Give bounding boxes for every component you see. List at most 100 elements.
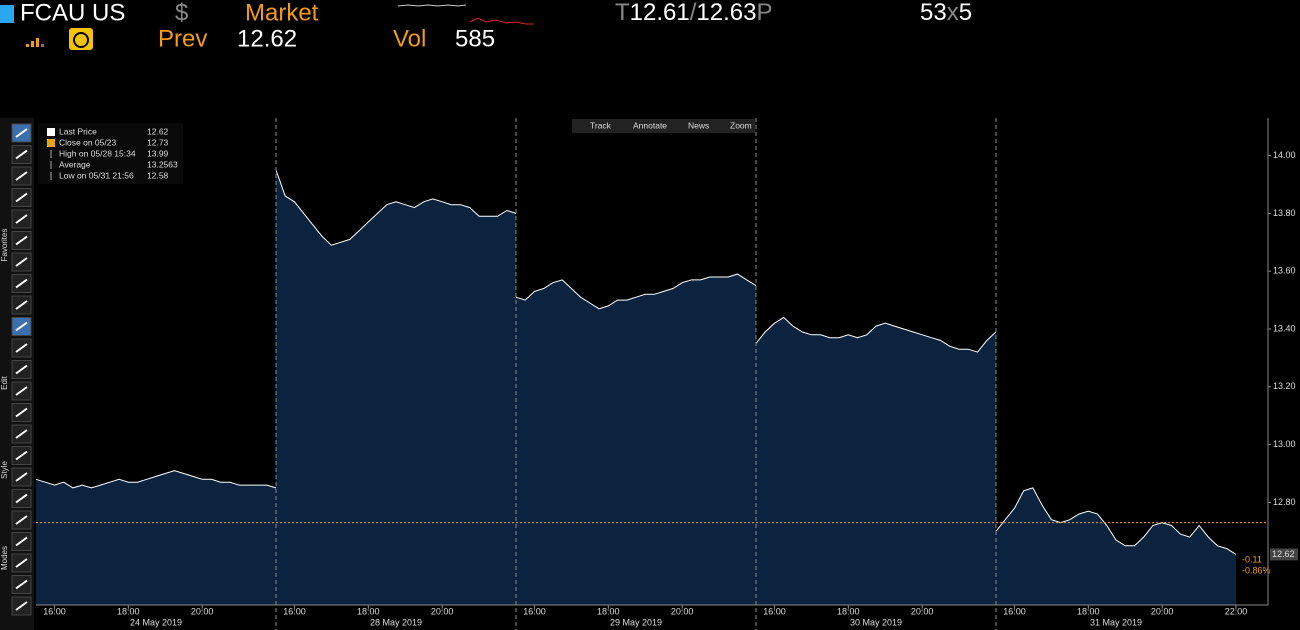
- legend-swatch: [47, 128, 55, 136]
- tool-glyph: [15, 149, 28, 160]
- area: [516, 274, 756, 605]
- y-tick-label: 13.20: [1273, 381, 1296, 391]
- toolbar-button[interactable]: News: [688, 120, 709, 130]
- y-tick-label: 13.80: [1273, 208, 1296, 218]
- side-group-label: Style: [0, 461, 9, 479]
- x-tick-label: 20:00: [191, 606, 214, 616]
- tool-glyph: [15, 450, 28, 461]
- tool-glyph: [15, 235, 28, 246]
- vol-label: Vol: [393, 25, 426, 52]
- prev: 12.62: [237, 25, 297, 52]
- x-tick-label: 16:00: [43, 606, 66, 616]
- y-tick-label: 13.60: [1273, 266, 1296, 276]
- ask-size: 5: [959, 0, 972, 26]
- tool-glyph: [15, 300, 28, 310]
- legend-swatch: [47, 139, 55, 147]
- tool-glyph: [15, 536, 28, 547]
- x-tick-label: 20:00: [911, 606, 934, 616]
- date-label: 28 May 2019: [370, 617, 422, 627]
- toolbar-button[interactable]: Zoom: [730, 120, 752, 130]
- last-price-label: 12.62: [1272, 549, 1295, 559]
- ticker-marker: [0, 5, 14, 23]
- tool-glyph: [15, 321, 28, 332]
- date-label: 24 May 2019: [130, 617, 182, 627]
- gauge-icon: [73, 32, 89, 48]
- date-label: 30 May 2019: [850, 617, 902, 627]
- side-group-label: Edit: [0, 375, 9, 390]
- x-tick-label: 18:00: [1077, 606, 1100, 616]
- tool-glyph: [15, 429, 28, 439]
- tool-glyph: [15, 214, 28, 224]
- x-tick-label: 18:00: [837, 606, 860, 616]
- chart-toolbar: [572, 119, 755, 133]
- size: 53x5: [920, 0, 972, 26]
- x-tick-label: 20:00: [671, 606, 694, 616]
- tool-glyph: [15, 257, 28, 267]
- signal-icon: [26, 38, 44, 47]
- legend-value: 12.73: [147, 137, 169, 147]
- date-label: 31 May 2019: [1090, 617, 1142, 627]
- vol: 585: [455, 25, 495, 52]
- side-group-label: Favorites: [0, 229, 9, 262]
- bid-size: 53: [920, 0, 947, 26]
- x-tick-label: 18:00: [117, 606, 140, 616]
- tool-glyph: [15, 364, 28, 375]
- x-tick-label: 20:00: [431, 606, 454, 616]
- price-line: [35, 470, 277, 489]
- area: [756, 317, 996, 605]
- x-tick-label: 18:00: [597, 606, 620, 616]
- x-tick-label: 18:00: [357, 606, 380, 616]
- price-line: [275, 169, 517, 246]
- tool-glyph: [15, 515, 28, 525]
- tool-glyph: [15, 278, 28, 289]
- legend-value: 12.58: [147, 170, 169, 180]
- ask: 12.63: [696, 0, 756, 26]
- ticker[interactable]: FCAU US: [20, 0, 125, 26]
- side-group-label: Modes: [0, 546, 9, 570]
- prev-label: Prev: [158, 25, 207, 52]
- date-label: 29 May 2019: [610, 617, 662, 627]
- tool-glyph: [15, 472, 28, 482]
- x-tick-label: 16:00: [1003, 606, 1026, 616]
- source[interactable]: Market: [245, 0, 319, 26]
- x-tick-label: 20:00: [1151, 606, 1174, 616]
- sparkline: [397, 4, 467, 7]
- tool-glyph: [15, 343, 28, 353]
- x-tick-label: 16:00: [523, 606, 546, 616]
- quote-flag: P: [756, 0, 772, 26]
- tool-glyph: [15, 128, 28, 138]
- currency: $: [175, 0, 188, 26]
- bid: 12.61: [630, 0, 690, 26]
- legend-label: Average: [59, 159, 91, 169]
- y-tick-label: 14.00: [1273, 150, 1296, 160]
- last-price-box: [1270, 548, 1298, 561]
- x-tick-label: 16:00: [283, 606, 306, 616]
- toolbar-button[interactable]: Annotate: [633, 120, 667, 130]
- legend-label: Low on 05/31 21:56: [59, 170, 134, 180]
- legend-label: High on 05/28 15:34: [59, 148, 136, 158]
- y-tick-label: 12.80: [1273, 497, 1296, 507]
- y-tick-label: 13.00: [1273, 439, 1296, 449]
- toolbar-button[interactable]: Track: [590, 120, 612, 130]
- price-line: [515, 273, 757, 310]
- tool-glyph: [15, 558, 28, 568]
- legend-label: Last Price: [59, 126, 97, 136]
- tool-glyph: [15, 407, 28, 418]
- x-tick-label: 22:00: [1225, 606, 1248, 616]
- legend-value: 12.62: [147, 126, 169, 136]
- quote: T12.61/12.63P: [615, 0, 772, 26]
- y-tick-label: 13.40: [1273, 323, 1296, 333]
- x-tick-label: 16:00: [763, 606, 786, 616]
- tool-glyph: [15, 579, 28, 590]
- area: [996, 487, 1236, 605]
- area: [36, 470, 276, 605]
- tool-glyph: [15, 171, 28, 181]
- legend-label: Close on 05/23: [59, 137, 116, 147]
- price-line: [995, 487, 1237, 555]
- area: [276, 170, 516, 605]
- legend-box: [38, 123, 183, 184]
- sparkline: [469, 17, 534, 25]
- tool-glyph: [15, 601, 28, 611]
- quote-flag: T: [615, 0, 630, 26]
